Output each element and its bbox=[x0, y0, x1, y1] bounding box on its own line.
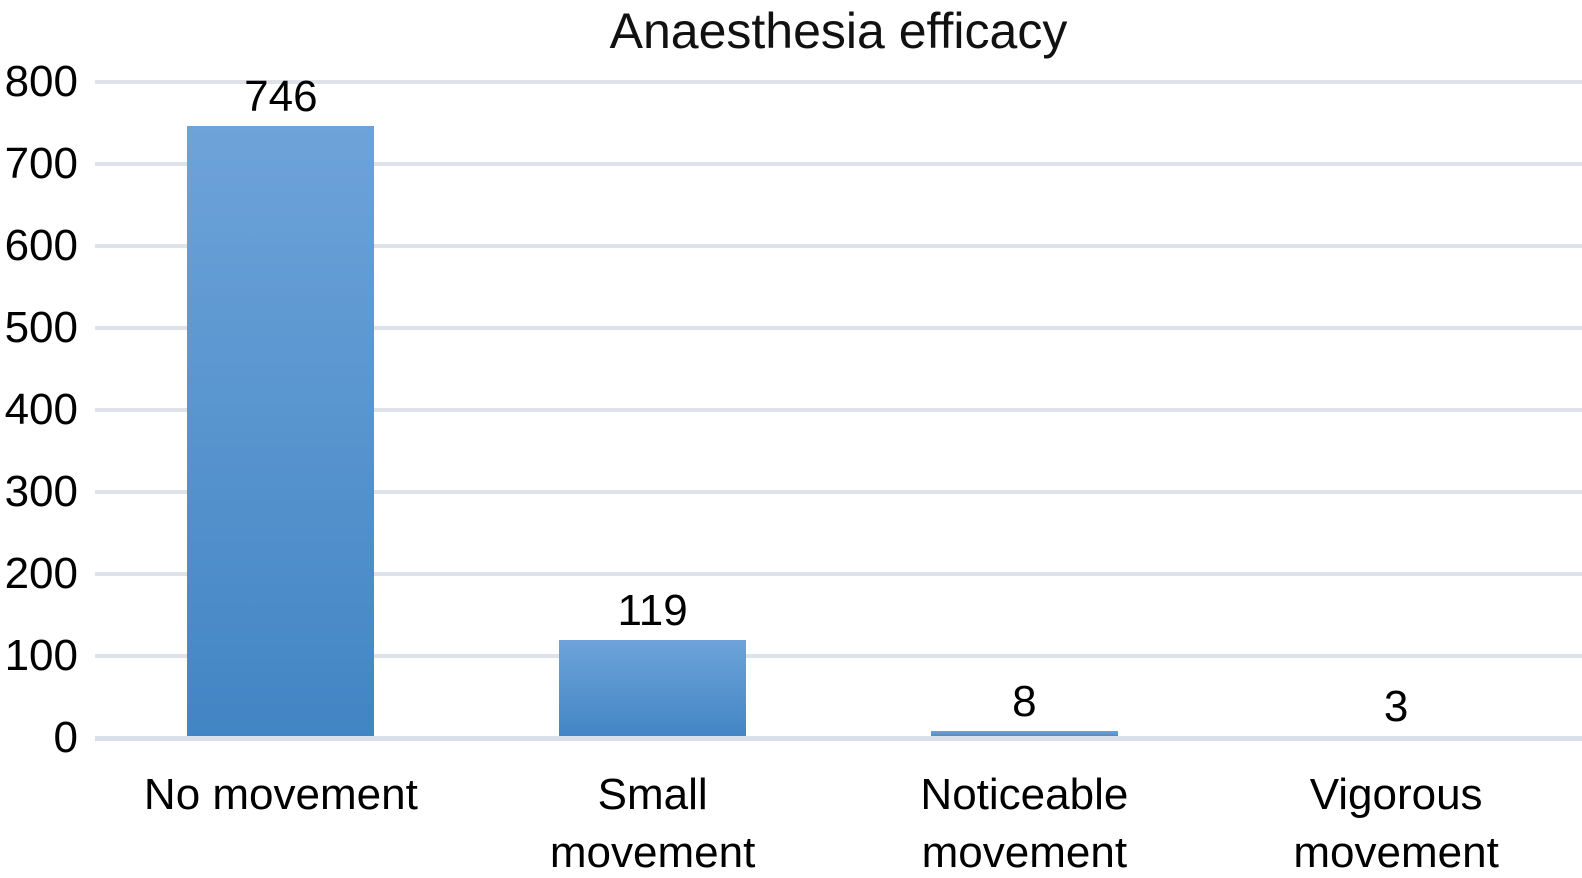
gridline bbox=[95, 572, 1582, 576]
bar-value-label: 3 bbox=[1383, 681, 1409, 731]
y-axis-tick-label: 700 bbox=[4, 139, 78, 188]
y-axis-tick-label: 200 bbox=[4, 549, 78, 598]
x-axis-category-label: Small movement bbox=[549, 770, 756, 877]
y-axis-tick-label: 500 bbox=[4, 303, 78, 352]
gridline bbox=[95, 408, 1582, 412]
chart-title: Anaesthesia efficacy bbox=[609, 3, 1068, 59]
bar bbox=[559, 640, 747, 738]
x-axis-category-label: No movement bbox=[143, 770, 418, 819]
gridline bbox=[95, 735, 1582, 741]
bar bbox=[187, 126, 375, 738]
y-axis-tick-label: 600 bbox=[4, 221, 78, 270]
bar-value-label: 119 bbox=[617, 586, 688, 636]
bar-value-label: 8 bbox=[1012, 677, 1037, 727]
x-axis-category-label: Noticeable movement bbox=[920, 770, 1129, 877]
x-axis-category-label: Vigorous movement bbox=[1293, 770, 1499, 877]
gridline bbox=[95, 490, 1582, 494]
y-axis-tick-label: 100 bbox=[4, 631, 78, 680]
gridline bbox=[95, 326, 1582, 330]
y-axis-tick-label: 400 bbox=[4, 385, 78, 434]
y-axis-tick-label: 0 bbox=[53, 713, 78, 762]
gridline bbox=[95, 80, 1582, 84]
gridline bbox=[95, 654, 1582, 658]
bar-value-label: 746 bbox=[244, 72, 318, 122]
gridline bbox=[95, 244, 1582, 248]
gridline bbox=[95, 162, 1582, 166]
bar bbox=[930, 731, 1118, 738]
y-axis-tick-label: 300 bbox=[4, 467, 78, 516]
y-axis-tick-label: 800 bbox=[4, 57, 78, 106]
